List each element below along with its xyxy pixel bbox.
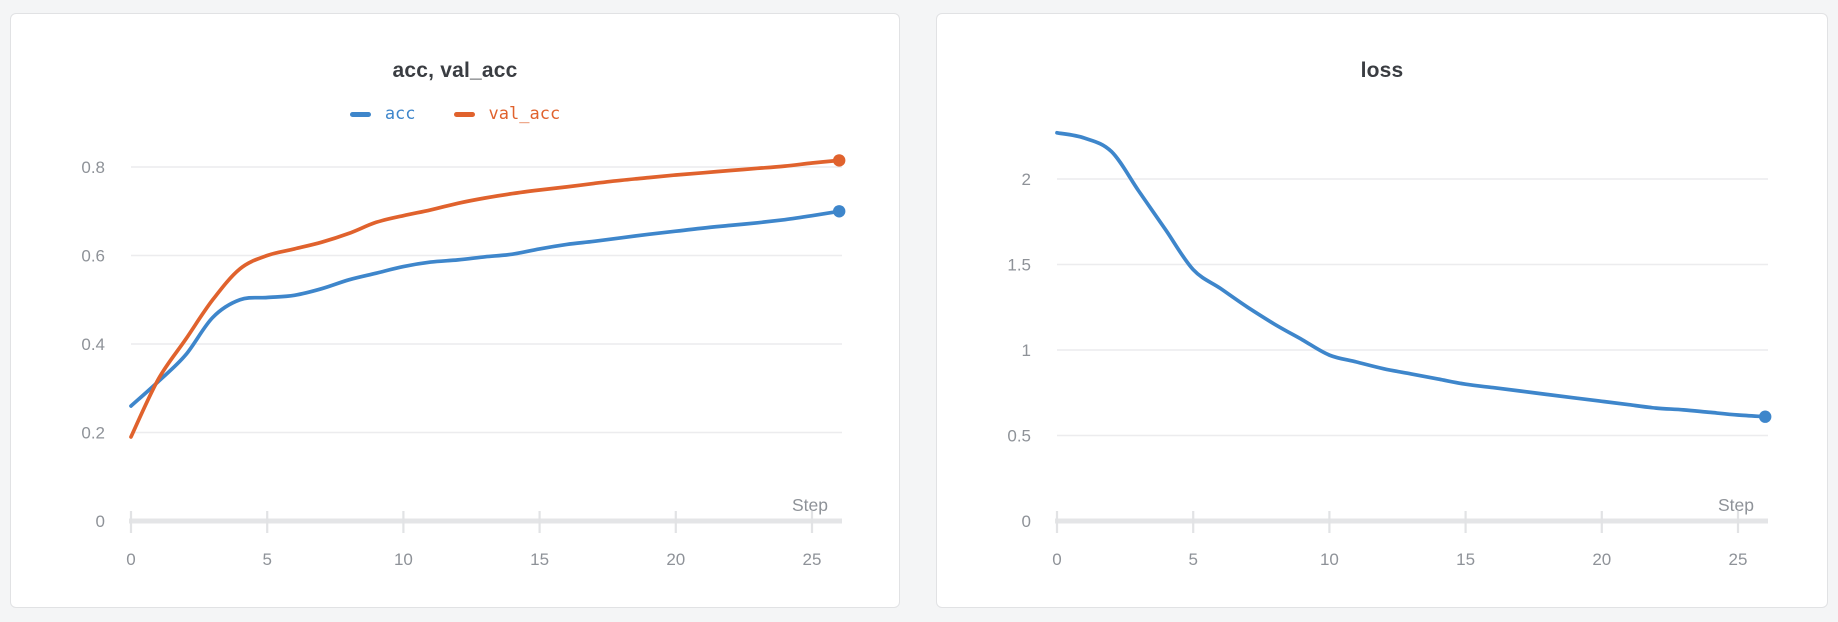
y-tick-label: 0.5 bbox=[1007, 427, 1031, 446]
chart-panel-acc-val-acc[interactable]: acc, val_acc acc val_acc 0 0.2 0.4 0.6 0.8 0 5 1… bbox=[10, 13, 900, 608]
legend-item-acc[interactable]: acc bbox=[349, 103, 416, 124]
x-tick-label: 10 bbox=[1320, 550, 1339, 569]
x-tick-label: 20 bbox=[1592, 550, 1611, 569]
x-tick-label: 15 bbox=[1456, 550, 1475, 569]
x-tick-label: 25 bbox=[1729, 550, 1748, 569]
y-tick-label: 0.2 bbox=[81, 424, 105, 443]
y-tick-label: 1.5 bbox=[1007, 256, 1031, 275]
y-tick-label: 0.4 bbox=[81, 335, 105, 354]
x-tick-label: 0 bbox=[1052, 550, 1061, 569]
y-tick-label: 0.8 bbox=[81, 158, 105, 177]
x-tick-label: 0 bbox=[126, 550, 135, 569]
chart-title: loss bbox=[1360, 59, 1404, 82]
chart-panel-loss[interactable]: loss 0 0.5 1 1.5 2 0 5 10 15 20 25 Step bbox=[936, 13, 1828, 608]
series-endpoint-val_acc bbox=[833, 154, 846, 167]
legend-swatch-acc bbox=[349, 111, 371, 117]
x-axis-title: Step bbox=[792, 495, 828, 515]
x-tick-label: 15 bbox=[530, 550, 549, 569]
acc-chart-plot-area[interactable]: 0 0.2 0.4 0.6 0.8 0 5 10 15 20 25 Step bbox=[11, 14, 901, 609]
legend-label-acc: acc bbox=[384, 103, 416, 124]
series-endpoint-loss bbox=[1759, 410, 1772, 423]
series-line-acc bbox=[129, 209, 842, 408]
x-tick-label: 20 bbox=[666, 550, 685, 569]
y-tick-label: 1 bbox=[1022, 341, 1031, 360]
y-tick-label: 0 bbox=[1022, 512, 1031, 531]
series-endpoint-acc bbox=[833, 205, 846, 218]
x-tick-label: 5 bbox=[1188, 550, 1197, 569]
x-axis-title: Step bbox=[1718, 495, 1754, 515]
series-line-val_acc bbox=[129, 158, 842, 439]
x-tick-label: 25 bbox=[803, 550, 822, 569]
chart-title: acc, val_acc bbox=[392, 59, 518, 82]
y-tick-label: 0.6 bbox=[81, 247, 105, 266]
y-tick-label: 2 bbox=[1022, 170, 1031, 189]
legend-item-val_acc[interactable]: val_acc bbox=[453, 103, 561, 124]
chart-legend: acc val_acc bbox=[11, 101, 899, 127]
y-tick-label: 0 bbox=[96, 512, 105, 531]
x-tick-label: 10 bbox=[394, 550, 413, 569]
legend-swatch-val_acc bbox=[453, 111, 475, 117]
x-tick-label: 5 bbox=[262, 550, 271, 569]
legend-label-val_acc: val_acc bbox=[488, 103, 561, 124]
series-line-loss bbox=[1055, 130, 1768, 419]
